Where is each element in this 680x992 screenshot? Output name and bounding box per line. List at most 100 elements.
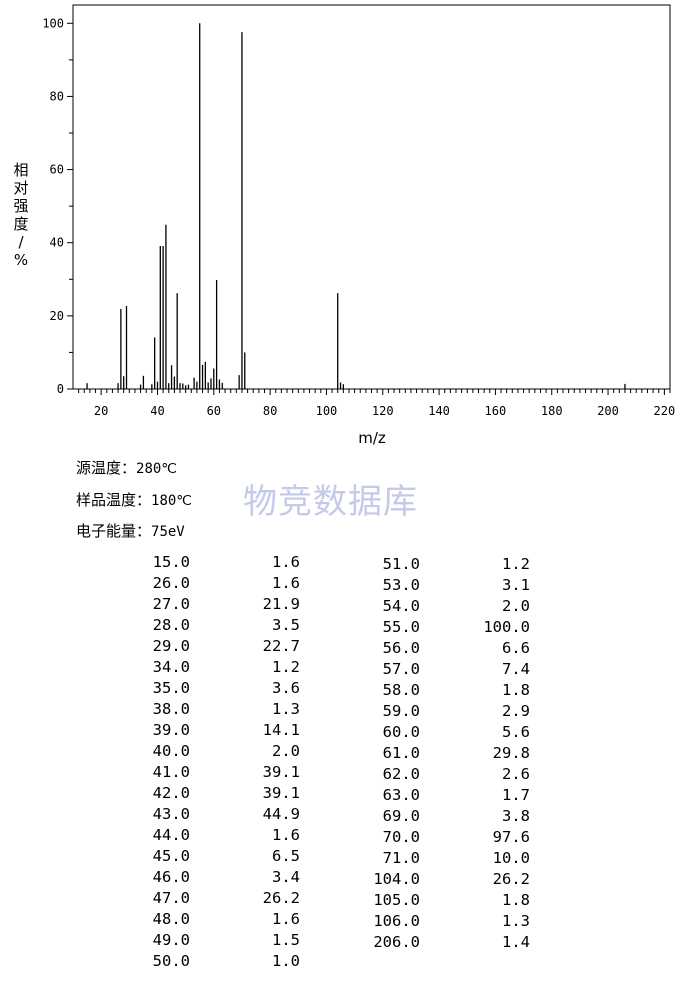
y-axis-label-char: % [14, 251, 28, 269]
intensity-value: 97.6 [492, 828, 530, 846]
mz-value: 47.0 [152, 889, 190, 907]
y-axis-label-char: 强 [13, 197, 28, 215]
x-tick-label: 60 [207, 404, 221, 418]
electron-energy: 电子能量：75eV [76, 520, 185, 541]
mz-value: 51.0 [382, 555, 420, 573]
y-tick-label: 60 [50, 163, 64, 177]
table-row: 35.0 3.6 [140, 678, 305, 699]
table-row: 70.0 97.6 [360, 827, 535, 848]
x-tick-label: 200 [597, 404, 619, 418]
table-row: 27.0 21.9 [140, 594, 305, 615]
table-row: 39.0 14.1 [140, 720, 305, 741]
mz-value: 71.0 [382, 849, 420, 867]
table-row: 40.0 2.0 [140, 741, 305, 762]
mz-value: 49.0 [152, 931, 190, 949]
table-row: 206.0 1.4 [360, 932, 535, 953]
table-row: 48.0 1.6 [140, 909, 305, 930]
table-row: 38.0 1.3 [140, 699, 305, 720]
intensity-value: 1.3 [272, 700, 300, 718]
sample-temperature-value: 180℃ [151, 493, 193, 509]
electron-energy-value: 75eV [151, 524, 185, 540]
source-temperature: 源温度：280℃ [76, 457, 177, 478]
x-tick-label: 40 [150, 404, 164, 418]
sample-temperature: 样品温度：180℃ [76, 489, 192, 510]
intensity-value: 5.6 [502, 723, 530, 741]
intensity-value: 39.1 [262, 763, 300, 781]
intensity-value: 1.6 [272, 826, 300, 844]
y-tick-label: 40 [50, 236, 64, 250]
table-row: 57.0 7.4 [360, 659, 535, 680]
intensity-value: 1.0 [272, 952, 300, 970]
mz-value: 42.0 [152, 784, 190, 802]
intensity-value: 2.0 [502, 597, 530, 615]
table-row: 34.0 1.2 [140, 657, 305, 678]
watermark: 物竞数据库 [243, 482, 418, 522]
mz-value: 40.0 [152, 742, 190, 760]
x-tick-label: 160 [485, 404, 507, 418]
intensity-value: 39.1 [262, 784, 300, 802]
y-axis-label-char: / [18, 233, 24, 251]
mz-value: 38.0 [152, 700, 190, 718]
mz-value: 54.0 [382, 597, 420, 615]
intensity-value: 3.6 [272, 679, 300, 697]
intensity-value: 22.7 [262, 637, 300, 655]
source-temperature-value: 280℃ [136, 461, 178, 477]
intensity-value: 100.0 [483, 618, 530, 636]
x-axis-label: m/z [358, 429, 386, 447]
mz-value: 57.0 [382, 660, 420, 678]
mz-value: 62.0 [382, 765, 420, 783]
mz-value: 106.0 [373, 912, 420, 930]
axes: 20 40 60 80 100 120 140 160 180 200 220 0 20 40 60 80 10… [42, 16, 675, 418]
mz-value: 41.0 [152, 763, 190, 781]
table-row: 58.0 1.8 [360, 680, 535, 701]
table-row: 26.0 1.6 [140, 573, 305, 594]
x-tick-label: 180 [541, 404, 563, 418]
table-row: 43.0 44.9 [140, 804, 305, 825]
mz-value: 70.0 [382, 828, 420, 846]
intensity-value: 7.4 [502, 660, 530, 678]
intensity-value: 1.8 [502, 681, 530, 699]
y-axis-label-char: 对 [13, 179, 28, 197]
intensity-value: 1.6 [272, 910, 300, 928]
intensity-value: 10.0 [492, 849, 530, 867]
mz-value: 26.0 [152, 574, 190, 592]
mz-value: 69.0 [382, 807, 420, 825]
mz-value: 50.0 [152, 952, 190, 970]
table-row: 45.0 6.5 [140, 846, 305, 867]
intensity-value: 2.6 [502, 765, 530, 783]
intensity-value: 1.2 [502, 555, 530, 573]
mz-value: 104.0 [373, 870, 420, 888]
intensity-value: 1.5 [272, 931, 300, 949]
y-tick-label: 100 [42, 16, 64, 30]
table-row: 61.0 29.8 [360, 743, 535, 764]
peak-table-left: 15.0 1.6 26.0 1.6 27.0 21.9 28.0 3.5 29.0 22.7 34.… [140, 552, 305, 972]
intensity-value: 44.9 [262, 805, 300, 823]
mz-value: 59.0 [382, 702, 420, 720]
y-tick-label: 0 [57, 382, 64, 396]
table-row: 53.0 3.1 [360, 575, 535, 596]
table-row: 54.0 2.0 [360, 596, 535, 617]
table-row: 56.0 6.6 [360, 638, 535, 659]
x-tick-label: 80 [263, 404, 277, 418]
mass-spectrum-chart: 20 40 60 80 100 120 140 160 180 200 220 0 20 40 60 80 10… [13, 4, 675, 447]
intensity-value: 1.7 [502, 786, 530, 804]
table-row: 49.0 1.5 [140, 930, 305, 951]
x-tick-label: 20 [94, 404, 108, 418]
intensity-value: 29.8 [492, 744, 530, 762]
mz-value: 60.0 [382, 723, 420, 741]
intensity-value: 2.0 [272, 742, 300, 760]
table-row: 51.0 1.2 [360, 554, 535, 575]
intensity-value: 3.8 [502, 807, 530, 825]
source-temperature-label: 源温度： [76, 459, 137, 477]
table-row: 106.0 1.3 [360, 911, 535, 932]
intensity-value: 3.1 [502, 576, 530, 594]
mz-value: 28.0 [152, 616, 190, 634]
peak-table-right: 51.0 1.2 53.0 3.1 54.0 2.0 55.0 100.0 56.0 6.6 57.… [360, 554, 535, 953]
mz-value: 56.0 [382, 639, 420, 657]
intensity-value: 6.5 [272, 847, 300, 865]
table-row: 71.0 10.0 [360, 848, 535, 869]
mz-value: 55.0 [382, 618, 420, 636]
sample-temperature-label: 样品温度： [76, 491, 152, 509]
x-tick-label: 140 [428, 404, 450, 418]
